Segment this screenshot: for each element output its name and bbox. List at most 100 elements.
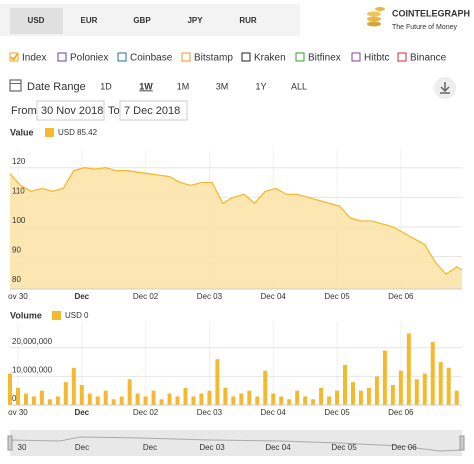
checkbox[interactable]	[295, 52, 305, 62]
checkbox[interactable]	[351, 52, 361, 62]
source-label: Index	[22, 53, 46, 64]
volume-bar	[159, 399, 164, 405]
y-tick-label: 90	[12, 246, 21, 255]
volume-bar	[223, 387, 228, 405]
volume-bar	[398, 370, 403, 405]
logo-name: COINTELEGRAPH	[392, 8, 470, 18]
y-tick-label: 110	[12, 186, 25, 195]
chart-title: Volume	[10, 310, 42, 320]
navigator-label: Dec 04	[265, 443, 291, 452]
y-tick-label: 20,000,000	[12, 337, 53, 346]
volume-bar	[263, 370, 268, 405]
x-tick-label: Dec 02	[133, 408, 159, 417]
volume-bar	[15, 387, 20, 405]
tab-selected	[10, 8, 63, 34]
volume-bar	[199, 393, 204, 405]
tab[interactable]: USD	[28, 16, 45, 25]
range-button[interactable]: 3M	[216, 81, 229, 91]
tab[interactable]: JPY	[187, 16, 203, 25]
navigator-handle[interactable]	[459, 435, 465, 451]
volume-bar	[103, 390, 108, 405]
navigator-label: Dec 03	[199, 443, 225, 452]
range-button[interactable]: 1Y	[255, 81, 266, 91]
volume-bar	[191, 396, 196, 405]
volume-bar	[239, 393, 244, 405]
volume-bar	[335, 390, 340, 405]
download-button[interactable]	[434, 77, 456, 99]
tab[interactable]: RUR	[239, 16, 257, 25]
volume-bar	[95, 396, 100, 405]
volume-bar	[31, 396, 36, 405]
tab[interactable]: EUR	[81, 16, 98, 25]
to-date: 7 Dec 2018	[124, 105, 180, 117]
x-tick-label: ov 30	[8, 292, 28, 301]
volume-bar	[87, 393, 92, 405]
volume-bar	[119, 396, 124, 405]
logo-tagline: The Future of Money	[392, 24, 457, 31]
checkbox[interactable]	[57, 52, 67, 62]
volume-bar	[39, 390, 44, 405]
checkbox[interactable]	[117, 52, 127, 62]
x-tick-label: Dec	[74, 292, 89, 301]
volume-bar	[231, 396, 236, 405]
navigator-label: Dec 06	[391, 443, 417, 452]
range-button[interactable]: 1M	[177, 81, 190, 91]
navigator[interactable]	[10, 430, 462, 456]
volume-bar	[143, 396, 148, 405]
volume-bar	[8, 373, 12, 405]
x-tick-label: ov 30	[8, 408, 28, 417]
volume-bar	[207, 390, 212, 405]
volume-bar	[422, 373, 427, 405]
x-tick-label: Dec 04	[261, 292, 287, 301]
range-button[interactable]: 1W	[139, 81, 153, 91]
volume-bar	[438, 362, 443, 405]
volume-bar	[366, 387, 371, 405]
from-label: From	[11, 105, 37, 117]
volume-bar	[358, 390, 363, 405]
checkbox[interactable]	[9, 52, 19, 62]
volume-bar	[215, 359, 220, 405]
y-tick-label: 120	[12, 157, 26, 166]
volume-bar	[183, 387, 188, 405]
checkbox[interactable]	[241, 52, 251, 62]
volume-bar	[414, 379, 419, 405]
volume-bar	[175, 396, 180, 405]
legend-name: USD	[65, 311, 82, 320]
source-label: Hitbtc	[364, 53, 390, 64]
tab[interactable]: GBP	[133, 16, 151, 25]
navigator-label: 30	[18, 443, 27, 452]
volume-bar	[151, 390, 156, 405]
x-tick-label: Dec 06	[388, 292, 414, 301]
navigator-handle[interactable]	[7, 435, 13, 451]
range-button[interactable]: ALL	[291, 81, 307, 91]
volume-bar	[79, 384, 84, 405]
source-label: Kraken	[254, 53, 286, 64]
to-input[interactable]	[119, 100, 188, 121]
checkbox[interactable]	[397, 52, 407, 62]
x-tick-label: Dec 02	[133, 292, 159, 301]
volume-bar	[327, 396, 332, 405]
volume-bar	[135, 393, 140, 405]
volume-bar	[167, 393, 172, 405]
volume-bar	[255, 396, 260, 405]
checkbox[interactable]	[181, 52, 191, 62]
volume-bar	[279, 396, 284, 405]
volume-bar	[350, 382, 355, 405]
volume-bar	[71, 367, 76, 405]
volume-bar	[406, 333, 411, 405]
range-button[interactable]: 1D	[100, 81, 112, 91]
volume-bar	[55, 396, 60, 405]
source-label: Bitfinex	[308, 53, 341, 64]
volume-bar	[23, 393, 28, 405]
source-label: Binance	[410, 53, 447, 64]
y-tick-label: 0	[12, 394, 17, 403]
from-input[interactable]	[36, 100, 105, 121]
y-tick-label: 10,000,000	[12, 365, 53, 374]
legend-value: 85.42	[77, 128, 98, 137]
volume-bar	[430, 342, 435, 405]
price-line	[9, 167, 463, 276]
x-tick-label: Dec 03	[197, 292, 223, 301]
navigator-label: Dec	[75, 443, 89, 452]
volume-bar	[247, 390, 252, 405]
